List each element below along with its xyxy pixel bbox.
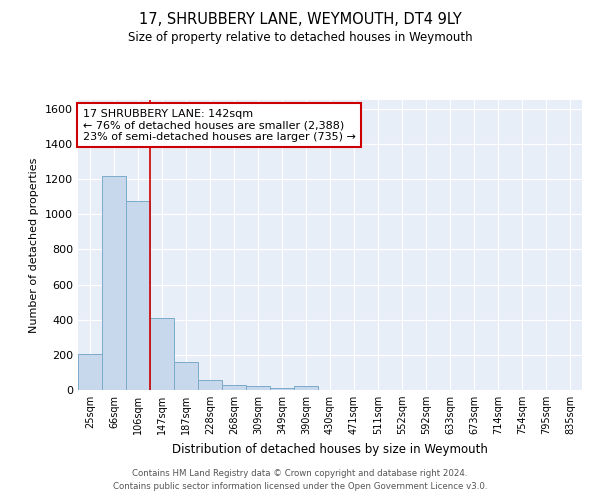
Bar: [222, 386, 246, 390]
Text: 17, SHRUBBERY LANE, WEYMOUTH, DT4 9LY: 17, SHRUBBERY LANE, WEYMOUTH, DT4 9LY: [139, 12, 461, 28]
Bar: [246, 386, 270, 390]
Y-axis label: Number of detached properties: Number of detached properties: [29, 158, 40, 332]
Bar: [294, 386, 318, 390]
Bar: [270, 388, 294, 390]
Text: Contains public sector information licensed under the Open Government Licence v3: Contains public sector information licen…: [113, 482, 487, 491]
Bar: [198, 380, 222, 390]
Bar: [102, 176, 126, 390]
Bar: [126, 201, 150, 390]
Bar: [174, 362, 198, 390]
X-axis label: Distribution of detached houses by size in Weymouth: Distribution of detached houses by size …: [172, 442, 488, 456]
Bar: [78, 354, 102, 390]
Text: Size of property relative to detached houses in Weymouth: Size of property relative to detached ho…: [128, 31, 472, 44]
Bar: [150, 318, 174, 390]
Text: 17 SHRUBBERY LANE: 142sqm
← 76% of detached houses are smaller (2,388)
23% of se: 17 SHRUBBERY LANE: 142sqm ← 76% of detac…: [83, 108, 356, 142]
Text: Contains HM Land Registry data © Crown copyright and database right 2024.: Contains HM Land Registry data © Crown c…: [132, 468, 468, 477]
